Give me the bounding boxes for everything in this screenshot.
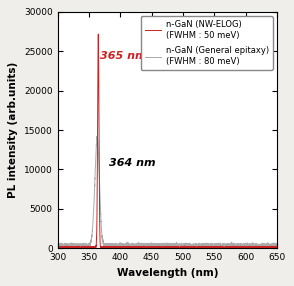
n-GaN (General epitaxy)
(FWHM : 80 meV): (510, 417): 80 meV): (510, 417) [188,243,191,247]
n-GaN (NW-ELOG)
(FWHM : 50 meV): (650, 57.6): 50 meV): (650, 57.6) [275,246,279,249]
n-GaN (General epitaxy)
(FWHM : 80 meV): (650, 318): 80 meV): (650, 318) [275,244,279,247]
Legend: n-GaN (NW-ELOG)
(FWHM : 50 meV), n-GaN (General epitaxy)
(FWHM : 80 meV): n-GaN (NW-ELOG) (FWHM : 50 meV), n-GaN (… [141,16,273,70]
n-GaN (NW-ELOG)
(FWHM : 50 meV): (434, 132): 50 meV): (434, 132) [140,245,143,249]
n-GaN (NW-ELOG)
(FWHM : 50 meV): (510, 4.61): 50 meV): (510, 4.61) [188,247,191,250]
n-GaN (General epitaxy)
(FWHM : 80 meV): (363, 1.42e+04): 80 meV): (363, 1.42e+04) [95,135,99,138]
n-GaN (General epitaxy)
(FWHM : 80 meV): (364, 1.4e+04): 80 meV): (364, 1.4e+04) [96,136,99,139]
Text: 364 nm: 364 nm [109,158,156,168]
n-GaN (NW-ELOG)
(FWHM : 50 meV): (561, 0): 50 meV): (561, 0) [220,247,223,250]
n-GaN (General epitaxy)
(FWHM : 80 meV): (555, 46.6): 80 meV): (555, 46.6) [216,246,219,250]
X-axis label: Wavelength (nm): Wavelength (nm) [116,268,218,278]
Text: 365 nm: 365 nm [100,51,147,61]
n-GaN (General epitaxy)
(FWHM : 80 meV): (561, 423): 80 meV): (561, 423) [220,243,223,247]
n-GaN (NW-ELOG)
(FWHM : 50 meV): (528, 153): 50 meV): (528, 153) [199,245,202,249]
n-GaN (General epitaxy)
(FWHM : 80 meV): (528, 384): 80 meV): (528, 384) [198,243,202,247]
Y-axis label: PL intensity (arb.units): PL intensity (arb.units) [8,62,18,198]
n-GaN (General epitaxy)
(FWHM : 80 meV): (434, 404): 80 meV): (434, 404) [140,243,143,247]
n-GaN (General epitaxy)
(FWHM : 80 meV): (588, 343): 80 meV): (588, 343) [236,244,240,247]
Line: n-GaN (General epitaxy)
(FWHM : 80 meV): n-GaN (General epitaxy) (FWHM : 80 meV) [58,136,277,248]
n-GaN (NW-ELOG)
(FWHM : 50 meV): (300, 125): 50 meV): (300, 125) [56,246,59,249]
n-GaN (NW-ELOG)
(FWHM : 50 meV): (365, 2.72e+04): 50 meV): (365, 2.72e+04) [96,32,100,36]
Line: n-GaN (NW-ELOG)
(FWHM : 50 meV): n-GaN (NW-ELOG) (FWHM : 50 meV) [58,34,277,248]
n-GaN (NW-ELOG)
(FWHM : 50 meV): (364, 1.21e+04): 50 meV): (364, 1.21e+04) [96,151,99,154]
n-GaN (General epitaxy)
(FWHM : 80 meV): (300, 569): 80 meV): (300, 569) [56,242,59,245]
n-GaN (NW-ELOG)
(FWHM : 50 meV): (305, 0): 50 meV): (305, 0) [59,247,63,250]
n-GaN (NW-ELOG)
(FWHM : 50 meV): (588, 178): 50 meV): (588, 178) [236,245,240,249]
